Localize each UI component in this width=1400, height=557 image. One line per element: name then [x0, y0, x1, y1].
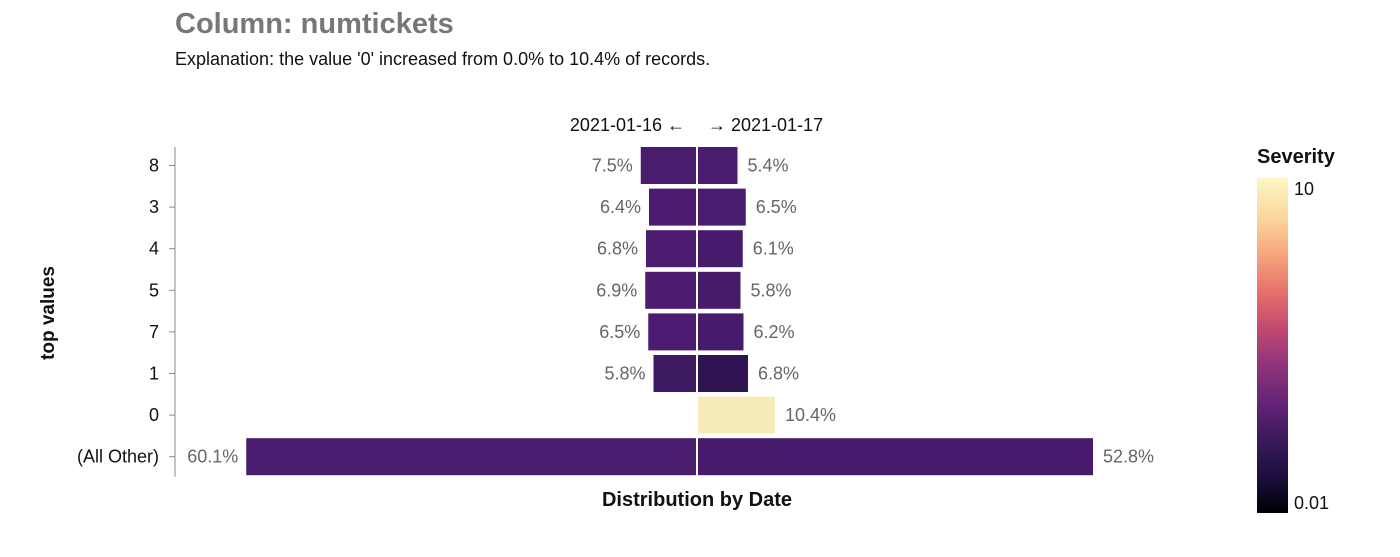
y-tick-label: 3 — [149, 197, 159, 217]
severity-legend: Severity 10 0.01 — [1257, 146, 1336, 513]
value-label-left: 6.4% — [600, 197, 641, 217]
y-tick-label: 5 — [149, 280, 159, 300]
value-label-left: 7.5% — [592, 156, 633, 176]
legend-min-label: 0.01 — [1294, 493, 1329, 513]
bar-left[interactable] — [246, 438, 696, 476]
y-tick-label: (All Other) — [77, 447, 159, 467]
value-label-right: 6.1% — [753, 239, 794, 259]
y-tick-label: 0 — [149, 405, 159, 425]
x-axis-title: Distribution by Date — [602, 489, 792, 511]
value-label-left: 6.5% — [599, 322, 640, 342]
bar-right[interactable] — [698, 313, 744, 351]
chart-subtitle: Explanation: the value '0' increased fro… — [175, 49, 711, 69]
legend-title: Severity — [1257, 146, 1336, 168]
left-date-header: 2021-01-16 ← — [570, 115, 685, 135]
value-label-left: 6.8% — [597, 239, 638, 259]
y-axis-title: top values — [38, 266, 59, 360]
value-label-right: 5.8% — [751, 280, 792, 300]
legend-gradient-bar — [1257, 178, 1288, 513]
value-label-right: 10.4% — [785, 405, 836, 425]
value-label-right: 6.8% — [758, 364, 799, 384]
bar-right[interactable] — [698, 355, 748, 392]
chart-title: Column: numtickets — [175, 8, 454, 40]
value-label-left: 5.8% — [604, 364, 645, 384]
value-label-left: 60.1% — [187, 447, 238, 467]
bar-left[interactable] — [653, 355, 697, 392]
bar-right[interactable] — [698, 188, 746, 226]
legend-max-label: 10 — [1294, 179, 1314, 199]
value-label-right: 6.2% — [754, 322, 795, 342]
bars-left-series — [246, 147, 697, 476]
value-label-right: 5.4% — [748, 156, 789, 176]
bar-right[interactable] — [698, 230, 743, 268]
y-axis: 8 3 4 5 7 1 0 (All Other) — [77, 147, 176, 477]
bar-right[interactable] — [698, 271, 741, 309]
bars-right-series — [696, 147, 1093, 476]
y-tick-label: 8 — [149, 156, 159, 176]
y-tick-label: 4 — [149, 239, 159, 259]
bar-right[interactable] — [698, 396, 775, 434]
bar-right[interactable] — [698, 147, 738, 184]
right-date-header: → 2021-01-17 — [708, 115, 823, 135]
bar-left[interactable] — [648, 313, 696, 351]
bar-left[interactable] — [645, 271, 696, 309]
value-label-left: 6.9% — [596, 280, 637, 300]
bar-left[interactable] — [646, 230, 696, 268]
value-label-right: 6.5% — [756, 197, 797, 217]
bar-left[interactable] — [640, 147, 696, 184]
bar-right[interactable] — [698, 438, 1093, 476]
y-tick-label: 1 — [149, 364, 159, 384]
value-labels: 7.5% 5.4% 6.4% 6.5% 6.8% 6.1% 6.9% 5.8% 6.5% 6.2%… — [187, 156, 1154, 467]
bar-left[interactable] — [649, 188, 696, 226]
y-tick-label: 7 — [149, 322, 159, 342]
value-label-right: 52.8% — [1103, 447, 1154, 467]
